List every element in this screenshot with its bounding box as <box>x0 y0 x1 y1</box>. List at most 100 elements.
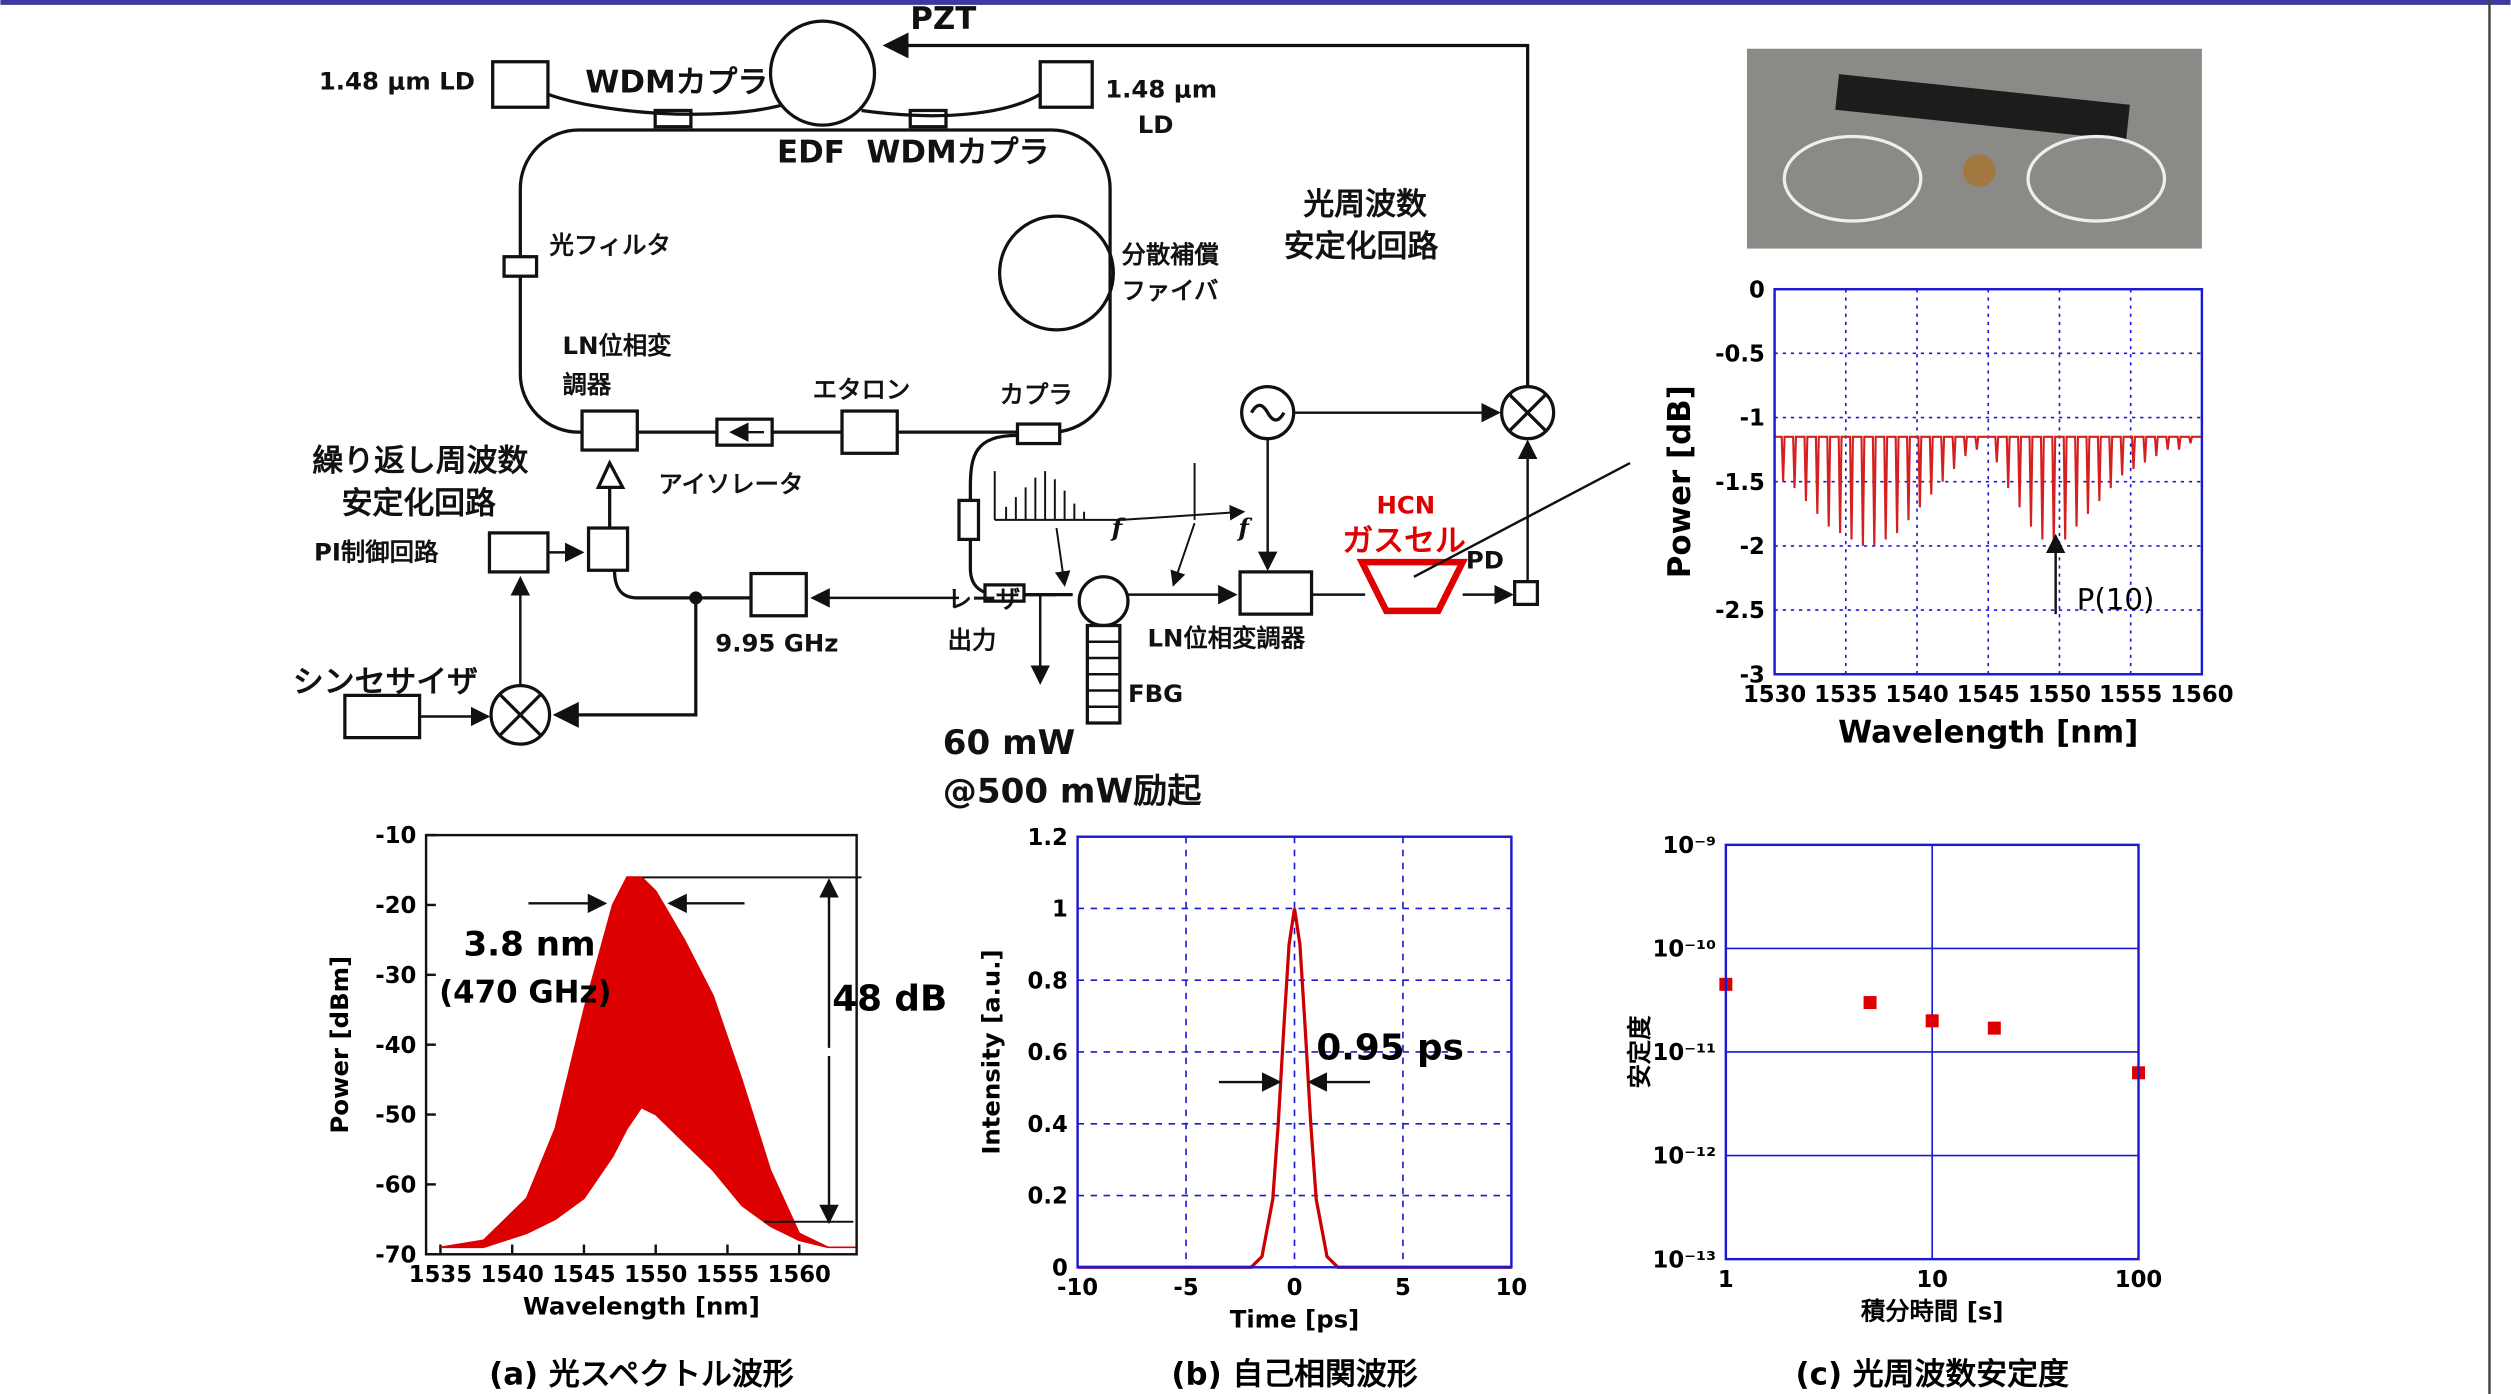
label: HCN <box>1377 490 1436 519</box>
label: 安定化回路 <box>342 485 496 521</box>
x-tick-label: 1 <box>1718 1267 1734 1293</box>
label: WDMカプラ <box>585 65 768 101</box>
y-tick-label: 10⁻¹⁰ <box>1653 937 1717 963</box>
x-tick-label: 10 <box>1916 1267 1948 1293</box>
y-tick-label: -10 <box>375 823 416 849</box>
x-tick-label: 1560 <box>768 1262 831 1288</box>
x-tick-label: 1550 <box>624 1262 687 1288</box>
y-tick-label: 1.2 <box>1028 825 1068 851</box>
y-tick-label: 10⁻⁹ <box>1662 833 1716 859</box>
label: WDMカプラ <box>866 134 1049 170</box>
label: 繰り返し周波数 <box>312 443 528 479</box>
label: 分散補償 <box>1121 240 1219 269</box>
chart-caption: (a) 光スペクトル波形 <box>489 1356 794 1392</box>
y-tick-label: 0.4 <box>1028 1112 1068 1138</box>
x-tick-label: 100 <box>2115 1267 2162 1293</box>
label: レーザ <box>948 585 1021 614</box>
label: FBG <box>1128 679 1183 708</box>
y-tick-label: -70 <box>375 1242 416 1268</box>
label: LN位相変 <box>563 331 673 360</box>
x-tick-label: 1545 <box>552 1262 615 1288</box>
annotation: 3.8 nm <box>463 924 595 964</box>
y-tick-label: -60 <box>375 1173 416 1199</box>
label: 60 mW <box>943 723 1076 763</box>
x-tick-label: 1560 <box>2170 682 2233 708</box>
y-tick-label: 0.8 <box>1028 968 1068 994</box>
y-axis-label: Intensity [a.u.] <box>977 949 1006 1154</box>
y-tick-label: -0.5 <box>1715 341 1765 367</box>
label: @500 mW励起 <box>943 772 1202 812</box>
annotation: 48 dB <box>832 979 947 1020</box>
y-tick-label: -1.5 <box>1715 470 1765 496</box>
data-point <box>1988 1022 2001 1035</box>
y-tick-label: -30 <box>375 963 416 989</box>
x-tick-label: 1555 <box>696 1262 759 1288</box>
label: 安定化回路 <box>1284 229 1438 265</box>
label: f <box>1236 513 1252 542</box>
label: エタロン <box>813 375 910 404</box>
annotation: 0.95 ps <box>1316 1027 1463 1068</box>
x-tick-label: 10 <box>1496 1275 1528 1301</box>
label: 調器 <box>563 370 612 399</box>
y-axis-label: Power [dBm] <box>325 956 354 1134</box>
y-tick-label: -1 <box>1740 406 1765 432</box>
y-axis-label: 安定度 <box>1625 1015 1654 1089</box>
y-tick-label: 0 <box>1749 277 1765 303</box>
x-axis-label: Wavelength [nm] <box>1838 714 2138 750</box>
x-tick-label: 1540 <box>1885 682 1948 708</box>
slide: PZT 1.48 μm LD WDMカプラ 1.48 μm LD EDF WDM… <box>0 0 2511 1394</box>
x-tick-label: 0 <box>1287 1275 1303 1301</box>
label: 出力 <box>948 625 997 654</box>
x-tick-label: 1535 <box>1814 682 1877 708</box>
y-tick-label: -3 <box>1740 662 1765 688</box>
x-axis-label: 積分時間 [s] <box>1861 1296 2004 1325</box>
annotation: P(10) <box>2077 582 2155 616</box>
label: シンセサイザ <box>293 664 478 700</box>
label: PZT <box>910 1 976 37</box>
label: アイソレータ <box>658 469 803 498</box>
label: ファイバ <box>1121 276 1218 305</box>
x-tick-label: 5 <box>1395 1275 1411 1301</box>
y-tick-label: -40 <box>375 1033 416 1059</box>
annotation: (470 GHz) <box>439 974 611 1010</box>
chart-caption: (b) 自己相関波形 <box>1171 1356 1417 1392</box>
x-tick-label: 1535 <box>409 1262 472 1288</box>
y-tick-label: 0 <box>1052 1255 1068 1281</box>
y-axis-label: Power [dB] <box>1662 385 1698 578</box>
y-tick-label: -2.5 <box>1715 598 1765 624</box>
y-tick-label: -2 <box>1740 534 1765 560</box>
y-tick-label: 10⁻¹¹ <box>1653 1040 1717 1066</box>
top-border <box>0 0 2510 5</box>
y-tick-label: 0.6 <box>1028 1040 1068 1066</box>
device-photo <box>1747 49 2202 249</box>
label: ガスセル <box>1342 523 1465 559</box>
label: LN位相変調器 <box>1147 624 1305 653</box>
chart: 1 10 100 10⁻⁹ 10⁻¹⁰ 10⁻¹¹ 10⁻¹² 10⁻¹³ 積分時間 [s] 安定… <box>1625 833 2162 1392</box>
chart-caption: (c) 光周波数安定度 <box>1796 1356 2069 1392</box>
label: 光周波数 <box>1303 186 1427 222</box>
y-tick-label: 10⁻¹² <box>1653 1144 1717 1170</box>
label: 9.95 GHz <box>715 629 838 658</box>
x-tick-label: 1540 <box>481 1262 544 1288</box>
label: LD <box>1138 110 1174 139</box>
label: カプラ <box>1000 380 1073 409</box>
diagram-labels: PZT 1.48 μm LD WDMカプラ 1.48 μm LD EDF WDM… <box>293 1 1504 811</box>
y-tick-label: 10⁻¹³ <box>1653 1247 1717 1273</box>
label: f <box>1110 513 1126 542</box>
label: 1.48 μm <box>1105 74 1217 103</box>
x-tick-label: -5 <box>1173 1275 1198 1301</box>
x-axis-label: Wavelength [nm] <box>523 1291 760 1320</box>
data-point <box>1864 996 1877 1009</box>
x-tick-label: 1555 <box>2099 682 2162 708</box>
label: EDF <box>777 134 845 170</box>
y-tick-label: 0.2 <box>1028 1184 1068 1210</box>
y-tick-label: -20 <box>375 893 416 919</box>
x-tick-label: 1550 <box>2028 682 2091 708</box>
label: 光フィルタ <box>549 230 671 259</box>
label: PI制御回路 <box>314 538 439 567</box>
label: PD <box>1466 546 1504 575</box>
x-tick-label: 1545 <box>1957 682 2020 708</box>
